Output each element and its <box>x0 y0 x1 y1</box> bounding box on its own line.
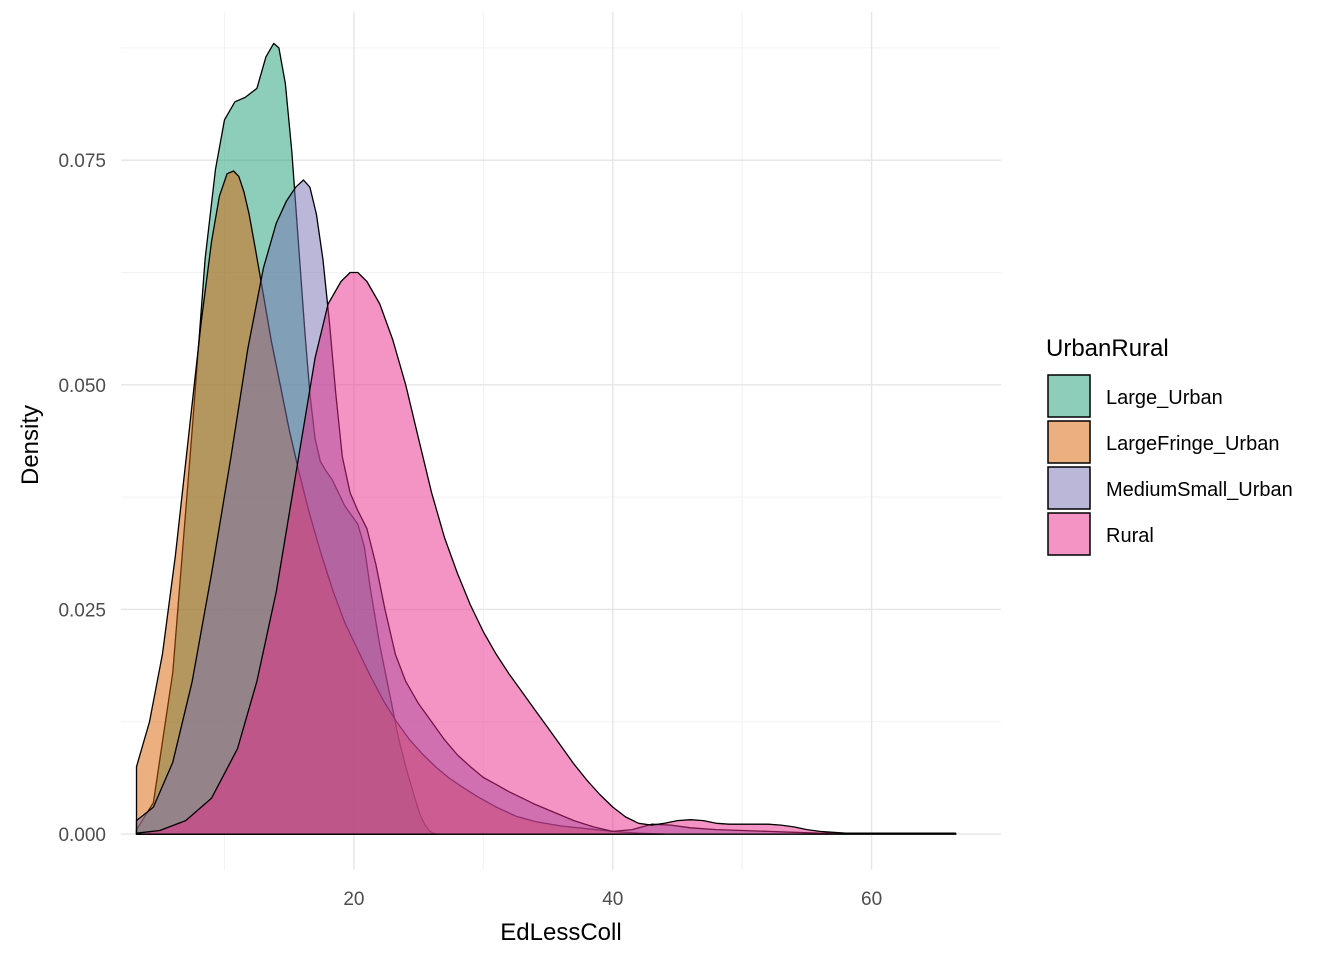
y-tick-label: 0.000 <box>58 825 106 846</box>
legend-label: Large_Urban <box>1106 387 1223 409</box>
legend-item: MediumSmall_Urban <box>1047 466 1293 510</box>
legend-item: Large_Urban <box>1047 374 1223 418</box>
legend-item: LargeFringe_Urban <box>1047 420 1279 464</box>
legend-label: LargeFringe_Urban <box>1106 433 1279 455</box>
legend-label: Rural <box>1106 525 1154 547</box>
x-tick-label: 60 <box>861 889 882 910</box>
legend-item: Rural <box>1047 512 1154 556</box>
legend-label: MediumSmall_Urban <box>1106 479 1293 501</box>
density-areas <box>135 42 957 835</box>
legend: UrbanRural Large_Urban LargeFringe_Urban M… <box>1046 335 1293 556</box>
y-tick-label: 0.025 <box>58 600 106 621</box>
legend-swatch <box>1047 512 1091 556</box>
x-axis-ticks: 20 40 60 <box>343 889 882 910</box>
y-axis-title: Density <box>17 405 44 485</box>
x-tick-label: 20 <box>343 889 364 910</box>
legend-swatch <box>1047 374 1091 418</box>
x-tick-label: 40 <box>602 889 623 910</box>
legend-items: Large_Urban LargeFringe_Urban MediumSmall_… <box>1047 374 1293 556</box>
y-tick-label: 0.075 <box>58 151 106 172</box>
legend-title: UrbanRural <box>1046 335 1169 362</box>
y-axis-ticks: 0.000 0.025 0.050 0.075 <box>58 151 106 846</box>
y-tick-label: 0.050 <box>58 376 106 397</box>
legend-swatch <box>1047 466 1091 510</box>
x-axis-title: EdLessColl <box>500 919 621 946</box>
legend-swatch <box>1047 420 1091 464</box>
density-area-rural <box>135 271 957 835</box>
